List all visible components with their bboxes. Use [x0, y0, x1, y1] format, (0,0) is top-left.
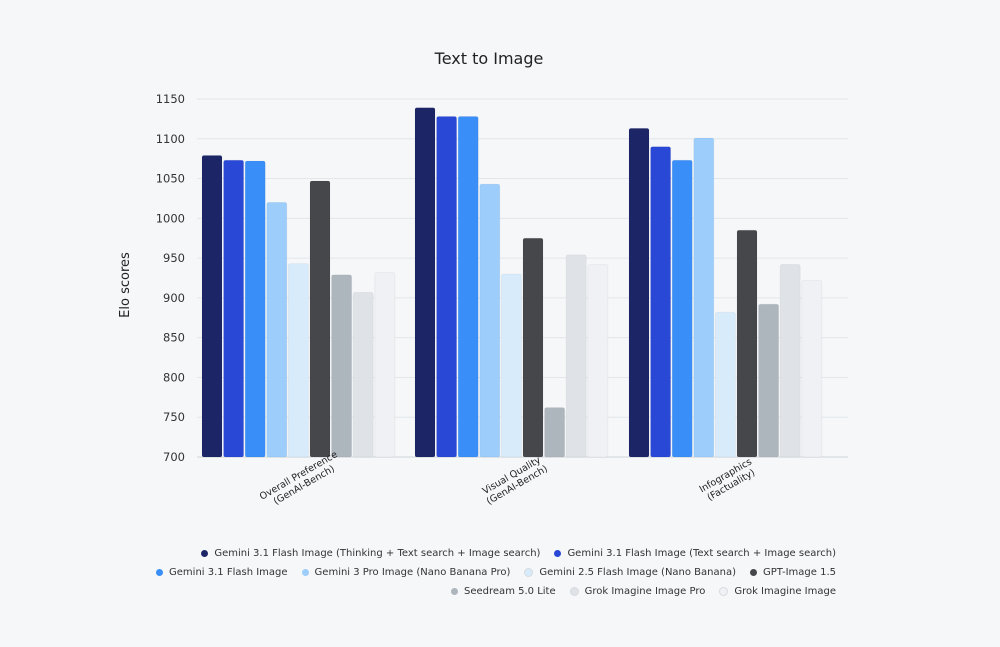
legend-swatch [201, 550, 209, 557]
bar [736, 229, 758, 458]
legend-swatch [719, 587, 729, 596]
y-tick-label: 1050 [156, 172, 185, 186]
legend-swatch [750, 569, 758, 576]
legend-item: Gemini 3.1 Flash Image (Thinking + Text … [201, 548, 540, 559]
legend-label: Grok Imagine Image Pro [584, 586, 706, 597]
legend-item: Gemini 3.1 Flash Image (Text search + Im… [554, 548, 836, 559]
legend-item: Seedream 5.0 Lite [451, 586, 556, 597]
legend-item: Grok Imagine Image Pro [569, 586, 706, 597]
bar [244, 160, 266, 458]
legend-item: Grok Imagine Image [719, 586, 836, 597]
y-tick-label: 1150 [156, 92, 185, 106]
legend-swatch [524, 568, 534, 577]
bar [693, 137, 715, 458]
y-tick-label: 1100 [156, 132, 185, 146]
legend-swatch [554, 550, 562, 557]
legend: Gemini 3.1 Flash Image (Thinking + Text … [156, 548, 836, 597]
bar [500, 273, 522, 458]
bar [779, 263, 801, 458]
bar [266, 201, 288, 458]
legend-label: Grok Imagine Image [734, 586, 836, 597]
chart-title: Text to Image [434, 49, 544, 68]
bar [628, 127, 650, 458]
legend-item: Gemini 3.1 Flash Image [156, 567, 288, 578]
legend-label: Gemini 3 Pro Image (Nano Banana Pro) [314, 567, 511, 578]
y-tick-label: 1000 [156, 211, 185, 225]
bar [457, 116, 479, 458]
legend-item: Gemini 2.5 Flash Image (Nano Banana) [524, 567, 736, 578]
bar [758, 303, 780, 458]
legend-label: Gemini 3.1 Flash Image (Text search + Im… [567, 548, 836, 559]
y-tick-label: 800 [163, 370, 185, 384]
legend-swatch [451, 588, 459, 595]
bar [544, 407, 566, 458]
bar [436, 116, 458, 458]
y-tick-label: 700 [163, 450, 185, 464]
bar [201, 154, 223, 458]
bar [223, 159, 245, 458]
bar [287, 263, 309, 458]
legend-swatch [301, 569, 309, 576]
bar [352, 291, 374, 458]
bar [374, 271, 396, 458]
bar [671, 159, 693, 458]
legend-swatch [569, 587, 579, 596]
bar [650, 146, 672, 458]
bar [331, 274, 353, 458]
bar [479, 183, 501, 458]
y-tick-label: 750 [163, 410, 185, 424]
legend-label: Gemini 2.5 Flash Image (Nano Banana) [539, 567, 737, 578]
legend-item: GPT-Image 1.5 [750, 567, 836, 578]
y-tick-label: 950 [163, 251, 185, 265]
bar-chart: Text to Image Elo scores 700 750 800 850 900… [118, 49, 848, 508]
y-tick-label: 900 [163, 291, 185, 305]
x-tick-label: Visual Quality(GenAI-Bench) [481, 455, 550, 508]
legend-label: GPT-Image 1.5 [763, 567, 836, 578]
y-axis-label: Elo scores [118, 252, 133, 318]
legend-label: Seedream 5.0 Lite [464, 586, 556, 597]
bar [714, 311, 736, 458]
legend-label: Gemini 3.1 Flash Image (Thinking + Text … [214, 548, 541, 559]
legend-label: Gemini 3.1 Flash Image [169, 567, 288, 578]
legend-item: Gemini 3 Pro Image (Nano Banana Pro) [301, 567, 511, 578]
y-tick-label: 850 [163, 331, 185, 345]
x-tick-label: Overall Preference(GenAI-Bench) [258, 449, 340, 507]
legend-swatch [156, 569, 164, 576]
bar [414, 107, 436, 458]
bar [587, 263, 609, 458]
x-tick-label: Infographics(Factuality) [698, 456, 757, 503]
bar [309, 180, 331, 458]
bar [522, 237, 544, 458]
bar [801, 279, 823, 458]
bar [565, 254, 587, 458]
